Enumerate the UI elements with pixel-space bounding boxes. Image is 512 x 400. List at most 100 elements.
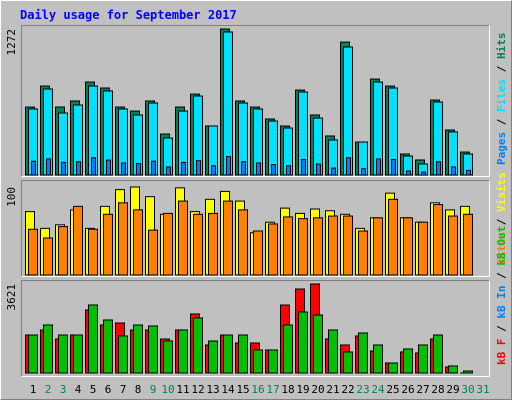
bar bbox=[61, 161, 66, 176]
bar bbox=[418, 221, 428, 276]
bar bbox=[151, 160, 156, 176]
bar bbox=[118, 335, 128, 374]
legend: Sites / Visits bbox=[495, 172, 508, 265]
y-tick-label: 100 bbox=[5, 187, 18, 207]
bar bbox=[358, 332, 368, 374]
bar bbox=[28, 334, 38, 374]
bar bbox=[448, 365, 458, 374]
bar bbox=[271, 164, 276, 176]
panel-bevel-dark bbox=[21, 25, 490, 177]
legend-entry: Sites bbox=[495, 232, 508, 265]
legend-entry: kB Out bbox=[495, 226, 508, 266]
x-tick-label: 16 bbox=[251, 383, 264, 396]
legend-entry: Visits bbox=[495, 172, 508, 212]
bar bbox=[223, 31, 233, 176]
bar bbox=[58, 226, 68, 276]
x-tick-label: 23 bbox=[356, 383, 369, 396]
x-tick-label: 27 bbox=[416, 383, 429, 396]
bar bbox=[268, 349, 278, 374]
bar bbox=[433, 334, 443, 374]
bar bbox=[343, 215, 353, 276]
bar bbox=[73, 334, 83, 374]
bar bbox=[328, 329, 338, 374]
chart-title: Daily usage for September 2017 bbox=[20, 8, 237, 22]
x-tick-label: 24 bbox=[371, 383, 385, 396]
bar bbox=[148, 325, 158, 374]
bar bbox=[406, 170, 411, 176]
bar bbox=[88, 304, 98, 374]
bar bbox=[253, 230, 263, 276]
bar bbox=[196, 160, 201, 176]
bar bbox=[223, 200, 233, 276]
x-tick-label: 22 bbox=[341, 383, 354, 396]
bar bbox=[451, 166, 456, 176]
panel-bevel-light bbox=[21, 280, 490, 377]
bar bbox=[373, 217, 383, 276]
y-tick-label: 3621 bbox=[5, 284, 18, 311]
bar bbox=[436, 161, 441, 176]
bar bbox=[133, 324, 143, 374]
bar bbox=[286, 165, 291, 176]
bar bbox=[178, 200, 188, 276]
bar bbox=[358, 230, 368, 276]
bar bbox=[316, 163, 321, 176]
bar bbox=[88, 228, 98, 276]
x-tick-label: 26 bbox=[401, 383, 414, 396]
bar bbox=[331, 167, 336, 176]
bar bbox=[208, 212, 218, 276]
bar bbox=[238, 209, 248, 276]
x-tick-label: 30 bbox=[461, 383, 474, 396]
x-tick-label: 31 bbox=[476, 383, 489, 396]
bar bbox=[223, 334, 233, 374]
x-tick-label: 20 bbox=[311, 383, 324, 396]
bar bbox=[178, 329, 188, 374]
legend-separator: / bbox=[495, 266, 508, 286]
x-tick-label: 5 bbox=[90, 383, 97, 396]
bar bbox=[313, 217, 323, 276]
bar bbox=[163, 340, 173, 374]
bar bbox=[43, 237, 53, 276]
bar bbox=[148, 229, 158, 276]
x-tick-label: 10 bbox=[161, 383, 174, 396]
bar bbox=[121, 162, 126, 176]
bar bbox=[463, 213, 473, 276]
x-tick-label: 25 bbox=[386, 383, 399, 396]
x-tick-label: 14 bbox=[221, 383, 235, 396]
bar bbox=[421, 171, 426, 176]
bar bbox=[241, 161, 246, 176]
x-tick-label: 7 bbox=[120, 383, 127, 396]
bar bbox=[463, 370, 473, 374]
panel-bevel-light bbox=[21, 180, 490, 277]
bar bbox=[418, 344, 428, 374]
x-tick-label: 2 bbox=[45, 383, 52, 396]
bar bbox=[103, 213, 113, 276]
bar bbox=[388, 362, 398, 374]
bar bbox=[361, 168, 366, 176]
bar bbox=[31, 160, 36, 176]
x-tick-label: 4 bbox=[75, 383, 82, 396]
bar bbox=[58, 334, 68, 374]
x-tick-label: 3 bbox=[60, 383, 67, 396]
bar bbox=[391, 159, 396, 176]
bar bbox=[343, 351, 353, 374]
bar bbox=[268, 223, 278, 276]
bar bbox=[106, 159, 111, 176]
x-tick-label: 12 bbox=[191, 383, 204, 396]
x-tick-label: 17 bbox=[266, 383, 279, 396]
bar bbox=[301, 159, 306, 176]
bar bbox=[208, 340, 218, 374]
x-tick-label: 13 bbox=[206, 383, 219, 396]
bar bbox=[283, 216, 293, 276]
bar bbox=[253, 349, 263, 374]
legend-separator: / bbox=[495, 319, 508, 339]
x-tick-label: 18 bbox=[281, 383, 294, 396]
bar bbox=[91, 157, 96, 176]
bar bbox=[226, 156, 231, 176]
x-tick-label: 1 bbox=[30, 383, 37, 396]
bar bbox=[166, 166, 171, 176]
x-tick-label: 8 bbox=[135, 383, 142, 396]
bar bbox=[193, 317, 203, 374]
bar bbox=[283, 324, 293, 374]
